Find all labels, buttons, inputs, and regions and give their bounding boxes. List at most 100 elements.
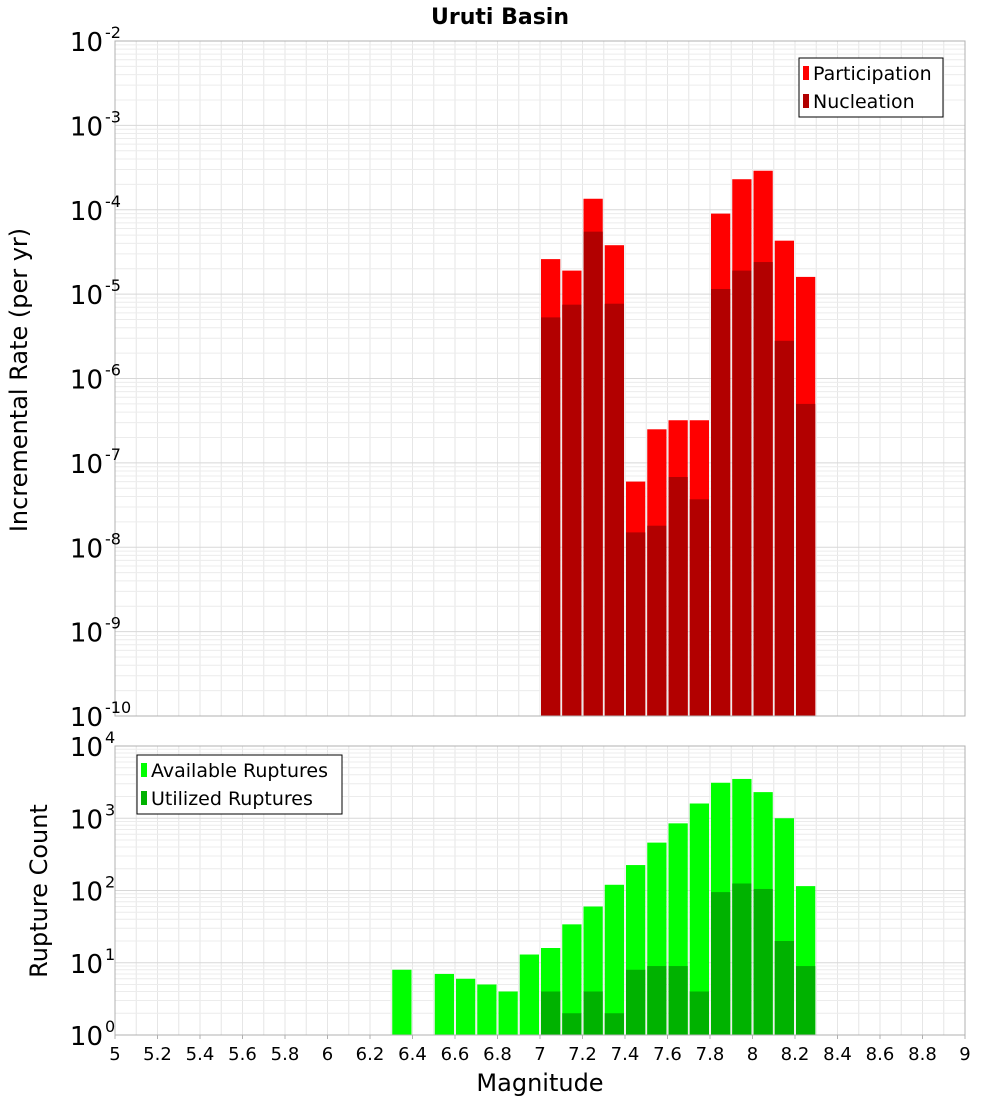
count-bar-utilized-ruptures: [689, 991, 709, 1035]
nucleation-legend-label: Nucleation: [813, 91, 915, 113]
count-bar-available-ruptures: [392, 969, 412, 1035]
rate-bar-nucleation: [668, 477, 688, 716]
rate-bar-nucleation: [774, 340, 794, 716]
rate-legend: Participation Nucleation: [798, 57, 944, 118]
rate-y-axis-label: Incremental Rate (per yr): [5, 228, 33, 532]
count-y-tick-label: 10: [70, 1022, 103, 1052]
rate-y-tick-exponent: -9: [105, 614, 121, 633]
rate-bar-nucleation: [796, 403, 816, 716]
magnitude-x-tick-label: 7.4: [611, 1044, 640, 1065]
magnitude-x-tick-label: 7.2: [568, 1044, 597, 1065]
count-bar-utilized-ruptures: [541, 991, 561, 1035]
magnitude-x-tick-label: 9: [959, 1044, 970, 1065]
count-y-tick-label: 10: [70, 950, 103, 980]
magnitude-x-tick-label: 8.4: [823, 1044, 852, 1065]
magnitude-x-tick-label: 5.8: [271, 1044, 300, 1065]
rate-legend-box: [798, 57, 944, 118]
rate-y-tick-exponent: -10: [105, 698, 131, 717]
magnitude-x-tick-label: 6.4: [398, 1044, 427, 1065]
available-legend-swatch: [141, 763, 147, 777]
count-bar-available-ruptures: [434, 973, 454, 1035]
nucleation-legend-swatch: [803, 94, 809, 108]
count-bar-utilized-ruptures: [732, 883, 752, 1035]
count-bar-utilized-ruptures: [583, 991, 603, 1035]
rate-y-tick-exponent: -7: [105, 445, 121, 464]
count-bar-available-ruptures: [477, 984, 497, 1035]
count-y-tick-label: 10: [70, 805, 103, 835]
count-bar-available-ruptures: [456, 978, 476, 1035]
count-y-tick-exponent: 1: [105, 945, 115, 964]
count-bar-available-ruptures: [519, 954, 539, 1035]
count-y-tick-exponent: 3: [105, 800, 115, 819]
rate-bar-nucleation: [583, 231, 603, 716]
magnitude-x-tick-label: 5.6: [228, 1044, 257, 1065]
rate-y-tick-label: 10: [70, 112, 103, 142]
rate-y-tick-label: 10: [70, 197, 103, 227]
count-y-tick-exponent: 2: [105, 873, 115, 892]
participation-legend-label: Participation: [813, 63, 932, 85]
rate-y-tick-label: 10: [70, 619, 103, 649]
rate-bar-nucleation: [626, 532, 646, 716]
rate-y-tick-label: 10: [70, 28, 103, 58]
magnitude-x-tick-label: 8: [747, 1044, 758, 1065]
rate-bars: [541, 170, 816, 717]
count-bar-utilized-ruptures: [753, 888, 773, 1035]
rate-y-tick-exponent: -4: [105, 192, 121, 211]
count-y-tick-label: 10: [70, 733, 103, 763]
x-axis-label: Magnitude: [476, 1069, 603, 1097]
magnitude-x-tick-label: 8.2: [781, 1044, 810, 1065]
magnitude-x-tick-label: 6.6: [441, 1044, 470, 1065]
rate-y-tick-exponent: -2: [105, 23, 121, 42]
count-bar-utilized-ruptures: [647, 966, 667, 1035]
count-bar-available-ruptures: [498, 991, 518, 1035]
count-bar-utilized-ruptures: [562, 1013, 582, 1035]
rate-grid: [114, 41, 966, 717]
count-bar-utilized-ruptures: [668, 966, 688, 1035]
count-y-axis-label: Rupture Count: [25, 804, 53, 978]
rate-bar-nucleation: [753, 262, 773, 716]
magnitude-x-tick-label: 5.4: [186, 1044, 215, 1065]
magnitude-x-tick-label: 6: [322, 1044, 333, 1065]
rate-y-tick-label: 10: [70, 703, 103, 733]
magnitude-x-tick-label: 7.6: [653, 1044, 682, 1065]
count-y-tick-exponent: 4: [105, 728, 115, 747]
rate-y-tick-exponent: -6: [105, 361, 121, 380]
utilized-legend-label: Utilized Ruptures: [151, 788, 313, 810]
utilized-legend-swatch: [141, 791, 147, 805]
rate-bar-nucleation: [562, 304, 582, 716]
count-bar-available-ruptures: [689, 803, 709, 1035]
count-bar-available-ruptures: [604, 884, 624, 1035]
count-bar-utilized-ruptures: [604, 1013, 624, 1035]
magnitude-x-tick-label: 8.6: [866, 1044, 895, 1065]
magnitude-x-tick-label: 7: [534, 1044, 545, 1065]
rate-y-tick-exponent: -8: [105, 529, 121, 548]
rate-y-tick-label: 10: [70, 450, 103, 480]
count-bar-utilized-ruptures: [711, 892, 731, 1035]
rate-bar-nucleation: [541, 317, 561, 716]
rate-y-tick-exponent: -3: [105, 107, 121, 126]
rate-y-tick-exponent: -5: [105, 276, 121, 295]
magnitude-x-tick-label: 6.2: [356, 1044, 385, 1065]
rate-bar-nucleation: [732, 270, 752, 716]
magnitude-x-tick-label: 6.8: [483, 1044, 512, 1065]
magnitude-x-tick-label: 8.8: [908, 1044, 937, 1065]
rate-bar-nucleation: [711, 289, 731, 716]
rate-plot-frame: [114, 40, 966, 717]
rate-y-tick-label: 10: [70, 534, 103, 564]
count-legend: Available Ruptures Utilized Ruptures: [136, 754, 343, 815]
rate-y-tick-label: 10: [70, 281, 103, 311]
rate-bar-nucleation: [689, 499, 709, 716]
magnitude-x-ticks: 5 5.2 5.4 5.6 5.8 6 6.2 6.4 6.6 6.8 7 7.2 7.4 7.6 7.8 8…: [109, 1035, 971, 1065]
count-bar-available-ruptures: [562, 924, 582, 1035]
rate-y-tick-label: 10: [70, 366, 103, 396]
available-legend-label: Available Ruptures: [151, 760, 328, 782]
count-legend-box: [136, 754, 343, 815]
rate-bar-nucleation: [604, 303, 624, 716]
count-bar-utilized-ruptures: [774, 941, 794, 1035]
count-bars: [392, 778, 816, 1035]
